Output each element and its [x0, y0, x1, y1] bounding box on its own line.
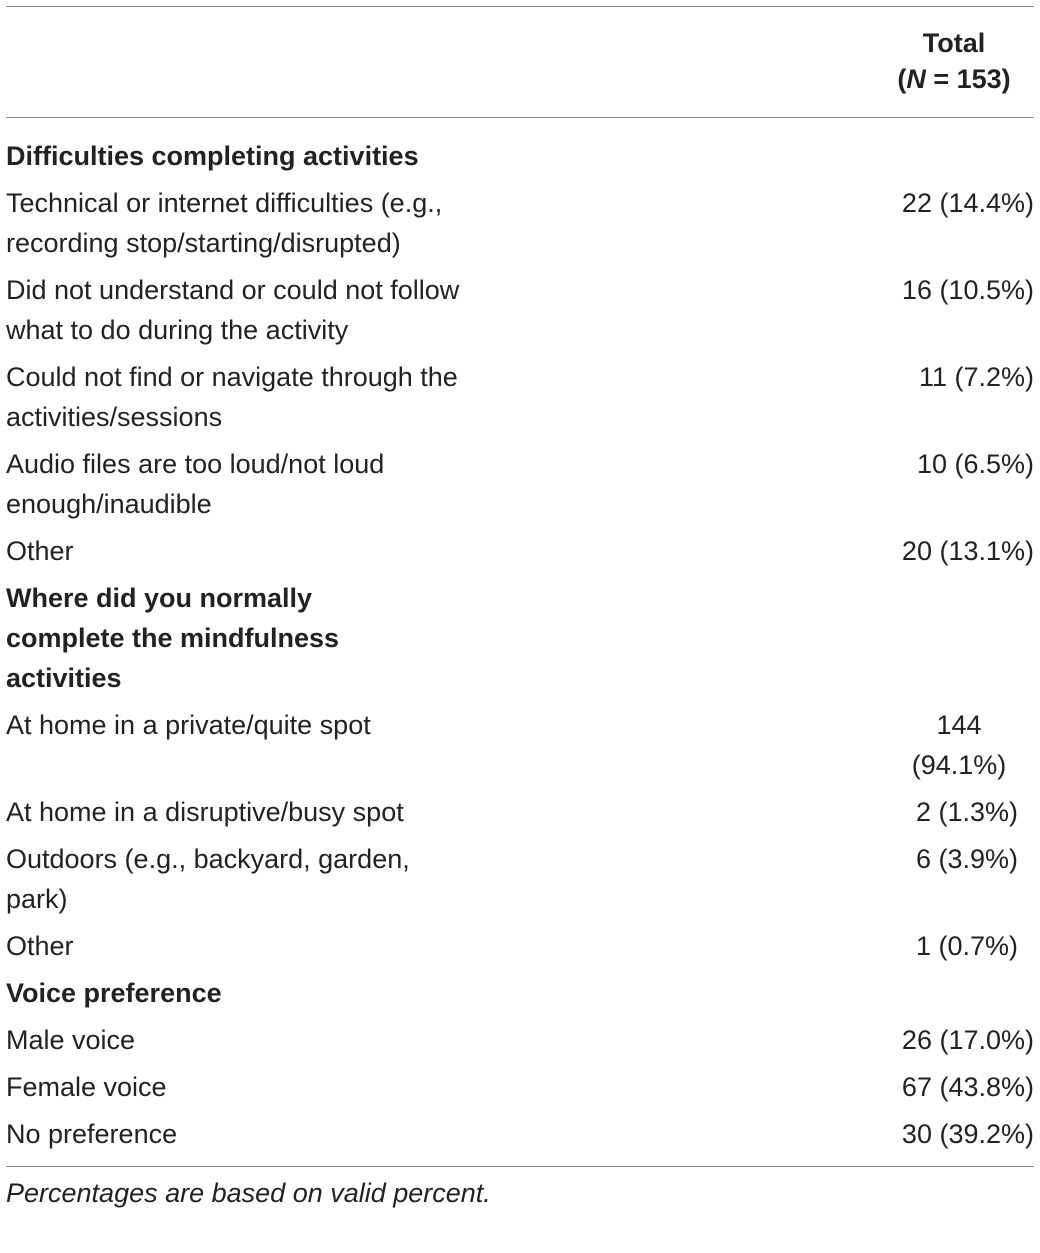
- table-row: Technical or internet difficulties (e.g.…: [6, 183, 1034, 263]
- table-footnote: Percentages are based on valid percent.: [6, 1178, 491, 1208]
- row-label: At home in a disruptive/busy spot: [6, 797, 404, 827]
- row-value: 67 (43.8%): [901, 1072, 1034, 1102]
- row-label: Other: [6, 931, 74, 961]
- total-label: Total: [922, 28, 986, 58]
- table-row: Male voice 26 (17.0%): [6, 1020, 1034, 1060]
- row-value: 2 (1.3%): [915, 797, 1018, 827]
- table-row: Could not find or navigate through the a…: [6, 357, 1034, 437]
- table-body: Difficulties completing activities Techn…: [6, 118, 1034, 1154]
- row-value: 6 (3.9%): [915, 844, 1018, 874]
- section-header-voice: Voice preference: [6, 973, 1034, 1013]
- table-row: Outdoors (e.g., backyard, garden, park) …: [6, 839, 1034, 919]
- row-label: Technical or internet difficulties (e.g.…: [6, 188, 443, 258]
- section-header-difficulties: Difficulties completing activities: [6, 136, 1034, 176]
- row-label: Female voice: [6, 1072, 167, 1102]
- row-value: 11 (7.2%): [918, 362, 1034, 392]
- row-label: Male voice: [6, 1025, 136, 1055]
- row-label: Other: [6, 536, 74, 566]
- section-title: Where did you normally complete the mind…: [6, 583, 340, 693]
- section-title: Voice preference: [6, 978, 222, 1008]
- section-title: Difficulties completing activities: [6, 141, 419, 171]
- table-header: Total (N = 153): [6, 7, 1034, 117]
- row-value: 20 (13.1%): [901, 536, 1034, 566]
- bottom-rule: [6, 1166, 1034, 1167]
- header-rule: [6, 117, 1034, 118]
- row-label: At home in a private/quite spot: [6, 710, 371, 740]
- row-label: Audio files are too loud/not loud enough…: [6, 449, 385, 519]
- table-row: Other 20 (13.1%): [6, 531, 1034, 571]
- row-label: Could not find or navigate through the a…: [6, 362, 458, 432]
- results-table: Total (N = 153) Difficulties completing …: [6, 6, 1034, 1211]
- row-value: 1 (0.7%): [915, 931, 1018, 961]
- total-column-header: Total (N = 153): [874, 7, 1034, 117]
- sample-size-label: (N = 153): [897, 64, 1011, 94]
- row-label: No preference: [6, 1119, 178, 1149]
- table-row: Other 1 (0.7%): [6, 926, 1034, 966]
- section-header-location: Where did you normally complete the mind…: [6, 578, 1034, 698]
- row-label: Did not understand or could not follow w…: [6, 275, 460, 345]
- row-value: 144 (94.1%): [911, 710, 1007, 780]
- row-value: 26 (17.0%): [901, 1025, 1034, 1055]
- row-label: Outdoors (e.g., backyard, garden, park): [6, 844, 410, 914]
- table-row: No preference 30 (39.2%): [6, 1114, 1034, 1154]
- row-value: 30 (39.2%): [901, 1119, 1034, 1149]
- table-row: At home in a disruptive/busy spot 2 (1.3…: [6, 792, 1034, 832]
- table-row: Did not understand or could not follow w…: [6, 270, 1034, 350]
- table-row: Audio files are too loud/not loud enough…: [6, 444, 1034, 524]
- row-value: 10 (6.5%): [916, 449, 1034, 479]
- row-value: 22 (14.4%): [901, 188, 1034, 218]
- top-rule: [6, 6, 1034, 7]
- row-value: 16 (10.5%): [901, 275, 1034, 305]
- table-row: Female voice 67 (43.8%): [6, 1067, 1034, 1107]
- table-row: At home in a private/quite spot 144 (94.…: [6, 705, 1034, 785]
